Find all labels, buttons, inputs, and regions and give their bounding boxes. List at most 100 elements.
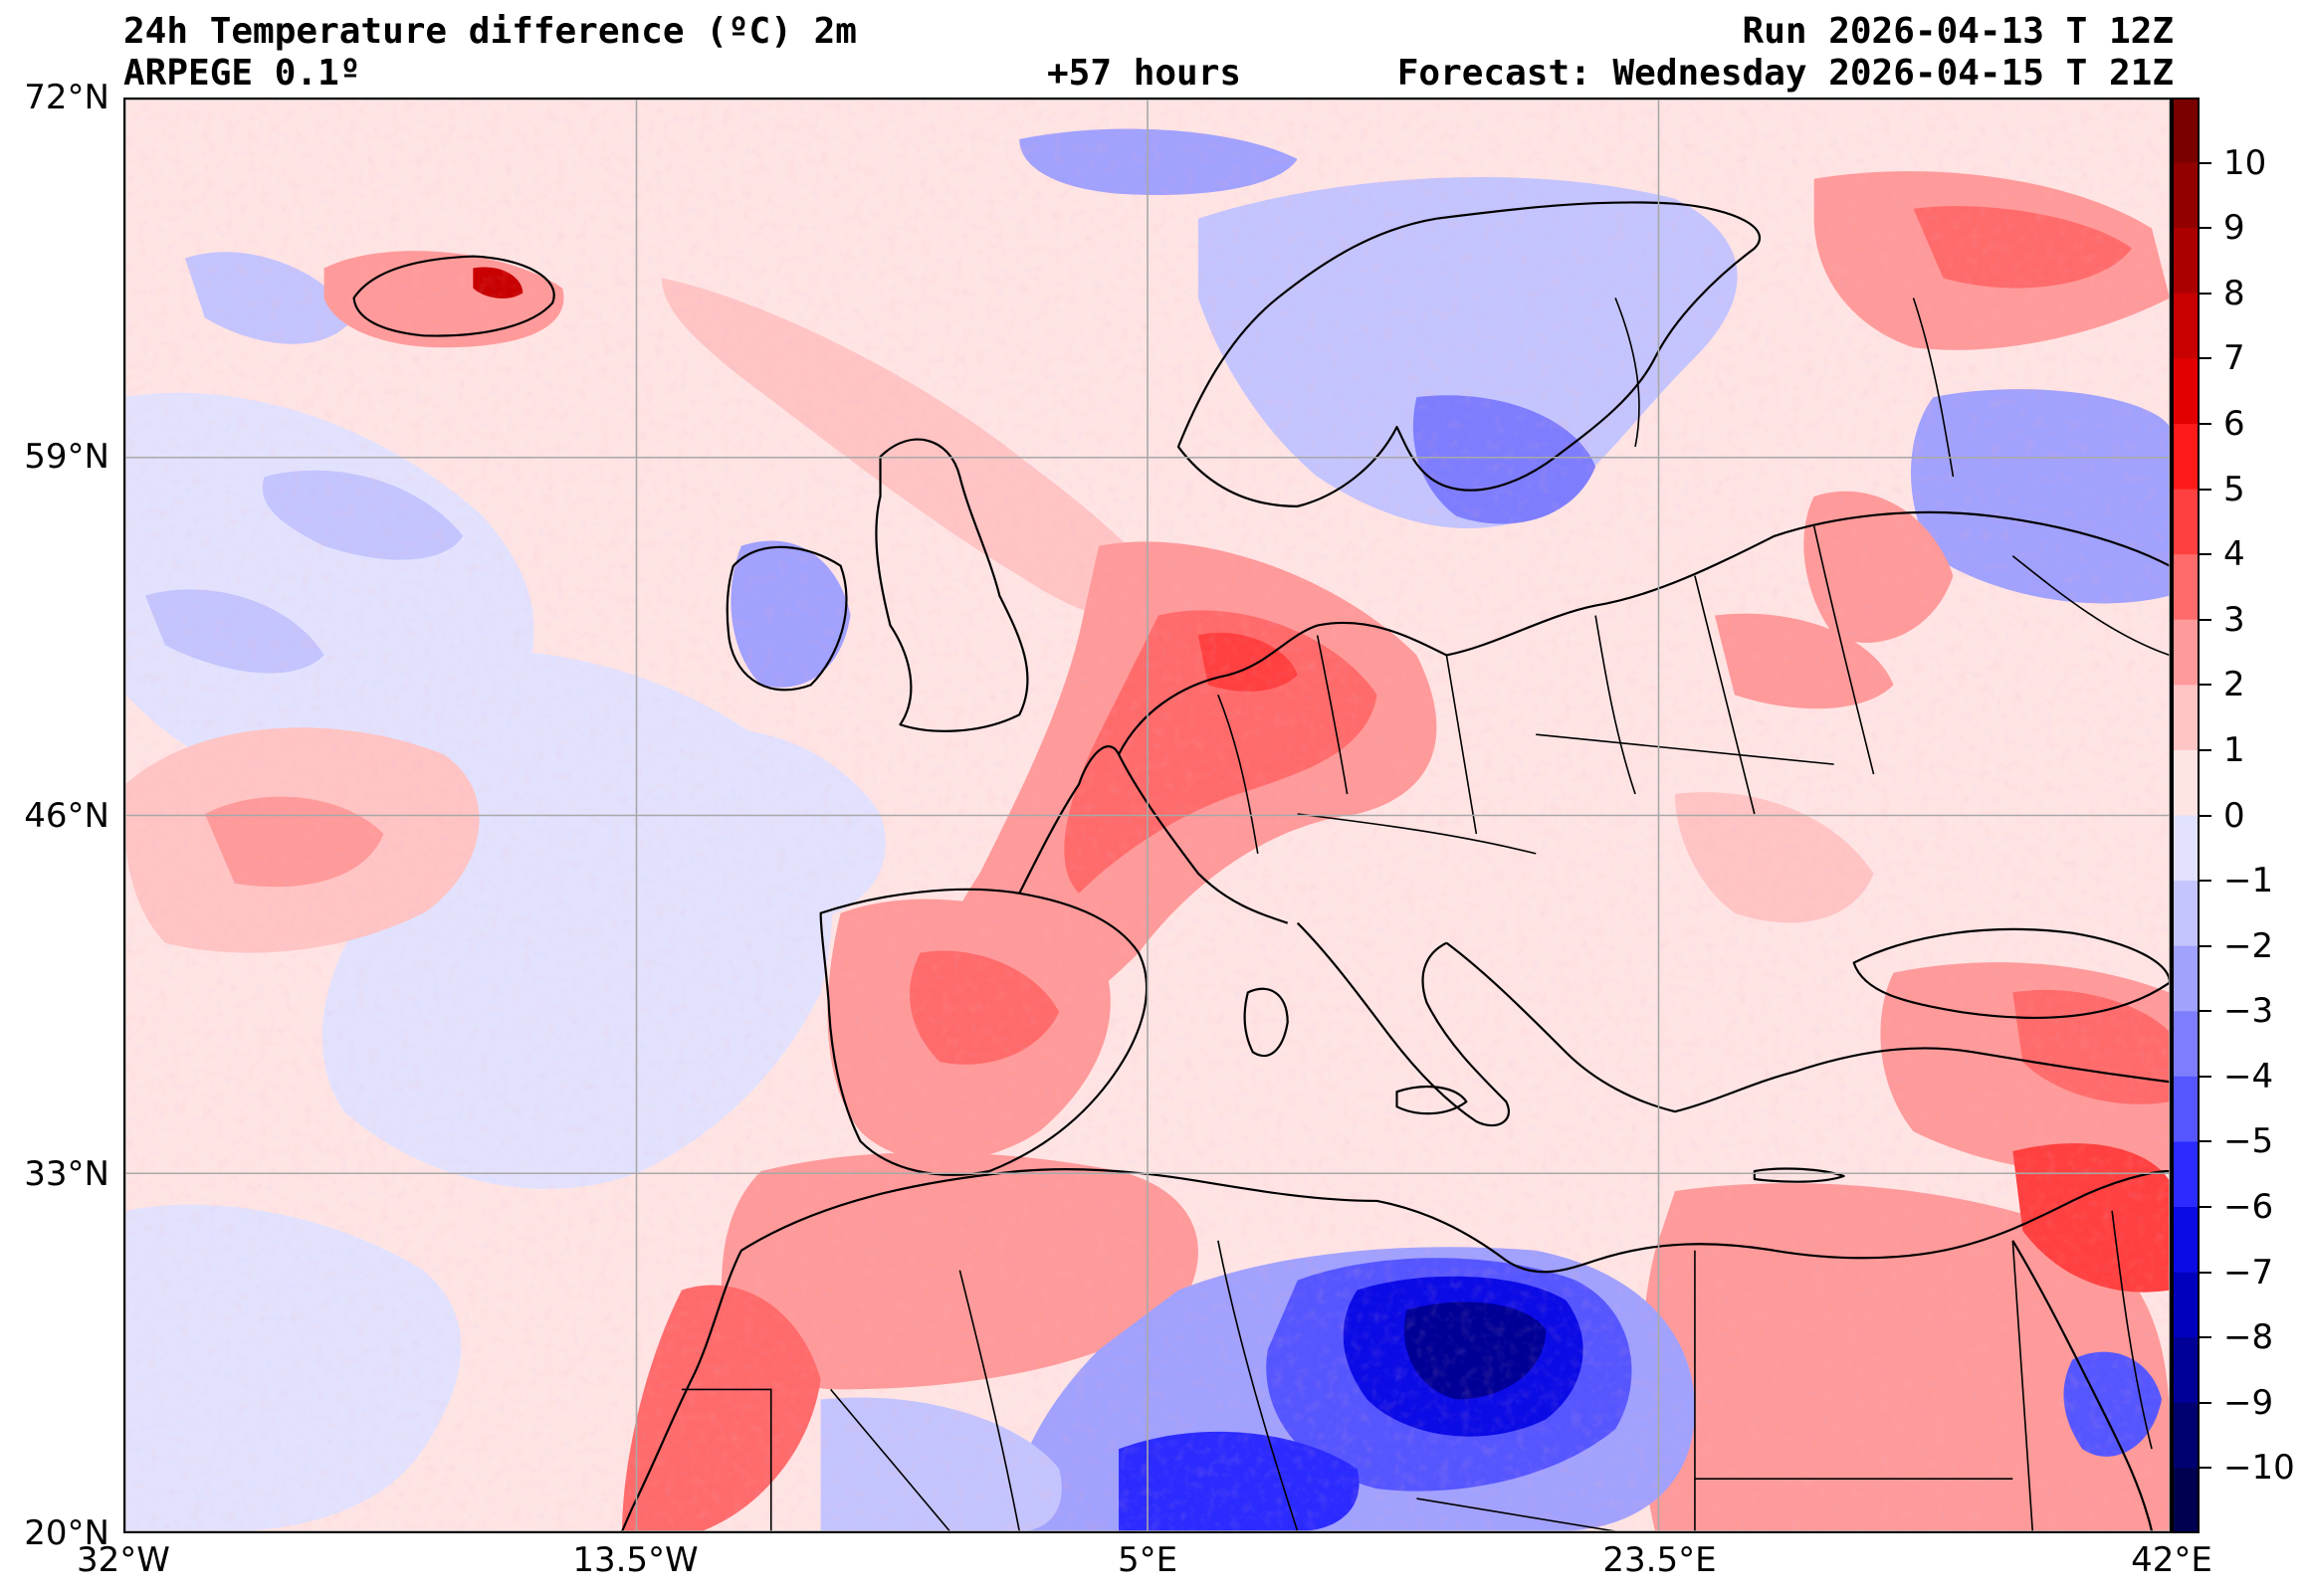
- colorbar-segment: [2172, 619, 2200, 686]
- borders: [681, 298, 2170, 1531]
- coastline-sardinia: [1243, 987, 1289, 1058]
- colorbar-tick: [2200, 1206, 2211, 1209]
- colorbar-segment: [2172, 1272, 2200, 1338]
- forecast-time: Forecast: Wednesday 2026-04-15 T 21Z: [1396, 53, 2174, 94]
- coastline-iceland: [352, 255, 555, 337]
- temperature-difference-map: [123, 98, 2172, 1533]
- colorbar-segment: [2172, 1468, 2200, 1533]
- colorbar-label: −2: [2223, 925, 2274, 966]
- coastline-red-sea: [2011, 1240, 2154, 1531]
- colorbar-label: 9: [2223, 208, 2245, 249]
- colorbar-tick: [2200, 292, 2211, 295]
- coastline-france: [1018, 745, 1289, 924]
- colorbar-label: 3: [2223, 599, 2245, 640]
- colorbar-label: 5: [2223, 469, 2245, 509]
- colorbar-label: −10: [2223, 1448, 2295, 1489]
- colorbar-segment: [2172, 162, 2200, 229]
- colorbar-segment: [2172, 423, 2200, 491]
- colorbar-label: −8: [2223, 1317, 2274, 1358]
- run-time: Run 2026-04-13 T 12Z: [1742, 11, 2174, 52]
- colorbar-segment: [2172, 1337, 2200, 1404]
- colorbar-label: 8: [2223, 273, 2245, 313]
- lon-label: 23.5°E: [1602, 1540, 1717, 1580]
- coastline-italy: [1296, 921, 1510, 1127]
- colorbar-tick: [2200, 227, 2211, 230]
- coastline-ireland: [726, 545, 848, 692]
- colorbar-label: −5: [2223, 1121, 2274, 1162]
- lon-label: 13.5°W: [572, 1540, 699, 1580]
- colorbar-tick: [2200, 1271, 2211, 1274]
- colorbar-segment: [2172, 1207, 2200, 1274]
- colorbar-tick: [2200, 1467, 2211, 1470]
- colorbar-segment: [2172, 685, 2200, 751]
- coastline-west-africa: [621, 1250, 742, 1531]
- colorbar-tick: [2200, 553, 2211, 556]
- colorbar-tick: [2200, 684, 2211, 687]
- colorbar-label: 1: [2223, 729, 2245, 770]
- colorbar-label: −6: [2223, 1187, 2274, 1228]
- colorbar-segment: [2172, 228, 2200, 295]
- colorbar-segment: [2172, 749, 2200, 816]
- coastline-crete: [1753, 1167, 1845, 1183]
- coastline-mainland-north: [1118, 510, 2170, 755]
- colorbar-tick: [2200, 422, 2211, 425]
- colorbar-segment: [2172, 1076, 2200, 1142]
- coastline-britain: [875, 438, 1029, 732]
- colorbar-tick: [2200, 1140, 2211, 1143]
- lat-label: 20°N: [24, 1513, 109, 1553]
- lon-label: 32°W: [77, 1540, 170, 1580]
- lon-label: 42°E: [2131, 1540, 2212, 1580]
- colorbar-label: −4: [2223, 1056, 2274, 1097]
- colorbar-tick: [2200, 1010, 2211, 1013]
- colorbar-label: 7: [2223, 338, 2245, 379]
- graticule: [125, 100, 2170, 1531]
- lat-label: 72°N: [24, 78, 109, 117]
- colorbar-label: −3: [2223, 991, 2274, 1032]
- lead-time: +57 hours: [1047, 53, 1242, 94]
- coastline-turkey: [1793, 1047, 2170, 1084]
- colorbar-tick: [2200, 357, 2211, 360]
- colorbar-segment: [2172, 1402, 2200, 1469]
- colorbar-tick: [2200, 748, 2211, 751]
- coastlines: [352, 201, 2170, 1531]
- colorbar-frame: [2172, 98, 2200, 1533]
- coastline-balkans: [1445, 941, 1795, 1113]
- colorbar-segment: [2172, 1141, 2200, 1208]
- colorbar-tick: [2200, 1075, 2211, 1078]
- colorbar-label: 0: [2223, 795, 2245, 836]
- colorbar-segment: [2172, 293, 2200, 359]
- colorbar-tick: [2200, 618, 2211, 621]
- colorbar-segment: [2172, 554, 2200, 621]
- colorbar-tick: [2200, 1336, 2211, 1339]
- colorbar-label: 2: [2223, 665, 2245, 705]
- colorbar-tick: [2200, 488, 2211, 491]
- model-name: ARPEGE 0.1º: [123, 53, 361, 94]
- colorbar-tick: [2200, 161, 2211, 164]
- colorbar-segment: [2172, 98, 2200, 164]
- colorbar-tick: [2200, 944, 2211, 947]
- colorbar-segment: [2172, 1011, 2200, 1078]
- coastline-north-africa: [740, 1167, 2170, 1274]
- colorbar-label: −1: [2223, 861, 2274, 901]
- colorbar-label: −7: [2223, 1252, 2274, 1293]
- lat-label: 33°N: [24, 1154, 109, 1195]
- colorbar: [2172, 98, 2200, 1533]
- colorbar-tick: [2200, 814, 2211, 817]
- map-title: 24h Temperature difference (ºC) 2m: [123, 11, 857, 52]
- colorbar-tick: [2200, 1401, 2211, 1404]
- coastline-sicily: [1395, 1085, 1468, 1115]
- colorbar-segment: [2172, 945, 2200, 1012]
- colorbar-label: 10: [2223, 142, 2267, 183]
- lat-label: 46°N: [24, 795, 109, 836]
- colorbar-label: −9: [2223, 1382, 2274, 1423]
- colorbar-segment: [2172, 358, 2200, 425]
- colorbar-label: 6: [2223, 403, 2245, 444]
- colorbar-tick: [2200, 880, 2211, 883]
- coastline-scandinavia: [1176, 201, 1762, 507]
- colorbar-segment: [2172, 489, 2200, 555]
- lat-label: 59°N: [24, 436, 109, 477]
- colorbar-segment: [2172, 881, 2200, 947]
- lon-label: 5°E: [1117, 1540, 1178, 1580]
- colorbar-segment: [2172, 815, 2200, 882]
- colorbar-label: 4: [2223, 534, 2245, 575]
